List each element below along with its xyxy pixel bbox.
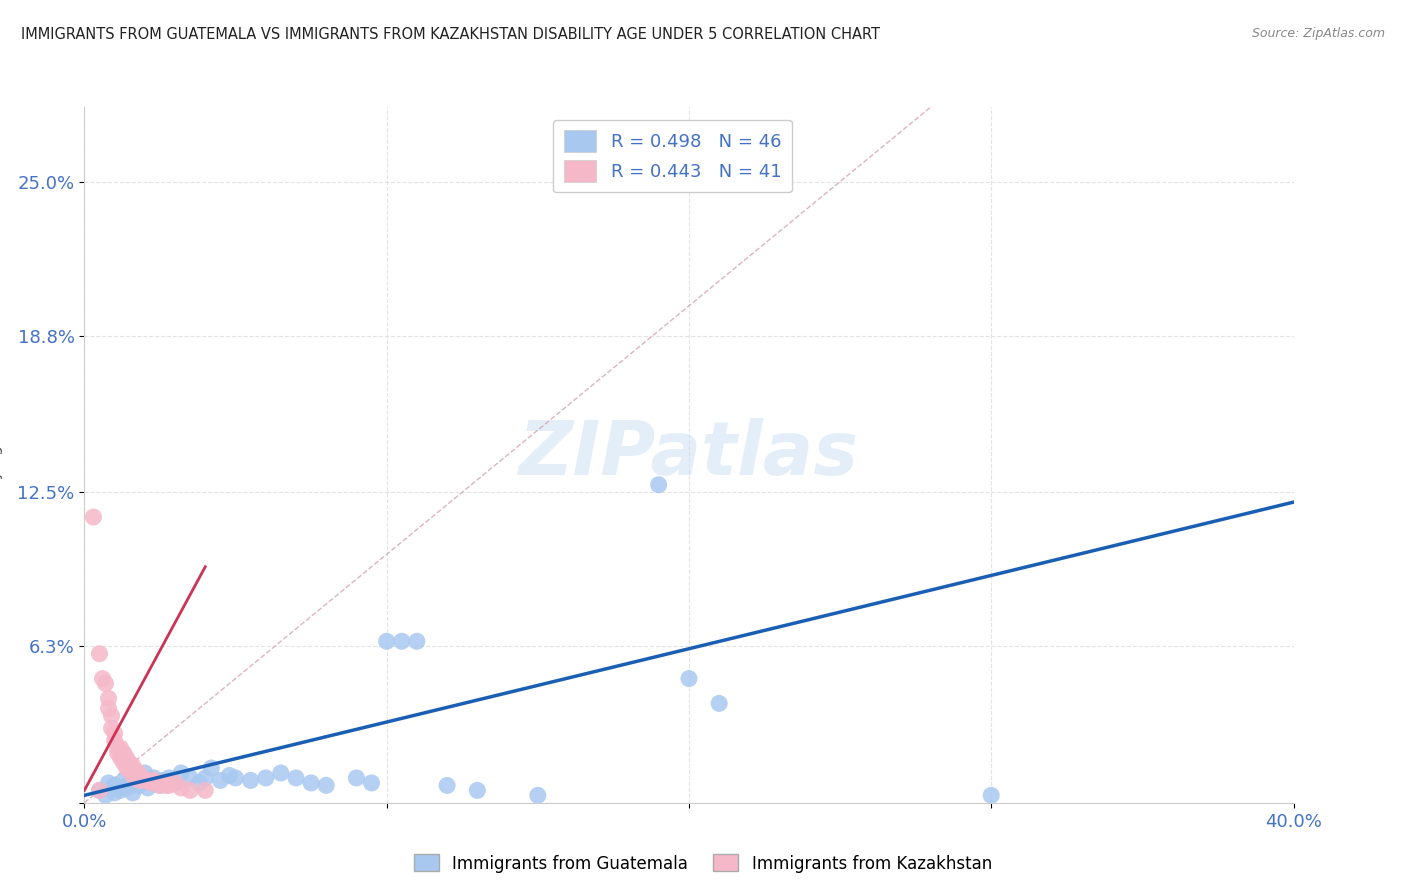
- Point: [299, 776, 322, 790]
- Point: [391, 634, 413, 648]
- Point: [152, 773, 174, 788]
- Point: [97, 776, 120, 790]
- Point: [146, 776, 169, 790]
- Point: [678, 672, 700, 686]
- Point: [112, 746, 135, 760]
- Point: [107, 741, 129, 756]
- Point: [125, 771, 148, 785]
- Point: [375, 634, 398, 648]
- Point: [128, 773, 150, 788]
- Point: [709, 697, 731, 711]
- Point: [125, 764, 148, 778]
- Point: [104, 778, 127, 793]
- Point: [136, 773, 159, 788]
- Point: [315, 778, 337, 793]
- Point: [155, 778, 177, 793]
- Point: [89, 783, 111, 797]
- Point: [179, 783, 201, 797]
- Point: [200, 761, 222, 775]
- Point: [346, 771, 368, 785]
- Point: [112, 756, 135, 770]
- Point: [163, 776, 186, 790]
- Point: [136, 780, 159, 795]
- Point: [97, 691, 120, 706]
- Point: [104, 726, 127, 740]
- Point: [94, 676, 117, 690]
- Point: [91, 672, 114, 686]
- Point: [128, 766, 150, 780]
- Point: [139, 776, 162, 790]
- Point: [121, 786, 143, 800]
- Point: [118, 776, 141, 790]
- Y-axis label: Disability Age Under 5: Disability Age Under 5: [0, 369, 3, 541]
- Point: [647, 477, 671, 491]
- Text: Source: ZipAtlas.com: Source: ZipAtlas.com: [1251, 27, 1385, 40]
- Point: [152, 776, 174, 790]
- Text: IMMIGRANTS FROM GUATEMALA VS IMMIGRANTS FROM KAZAKHSTAN DISABILITY AGE UNDER 5 C: IMMIGRANTS FROM GUATEMALA VS IMMIGRANTS …: [21, 27, 880, 42]
- Point: [115, 780, 138, 795]
- Point: [112, 773, 135, 788]
- Point: [270, 766, 292, 780]
- Point: [118, 764, 141, 778]
- Point: [89, 783, 111, 797]
- Point: [134, 766, 156, 780]
- Point: [118, 756, 141, 770]
- Point: [110, 741, 132, 756]
- Point: [104, 786, 127, 800]
- Point: [139, 776, 162, 790]
- Point: [157, 778, 180, 793]
- Point: [142, 771, 165, 785]
- Point: [284, 771, 308, 785]
- Point: [170, 780, 193, 795]
- Point: [142, 773, 165, 788]
- Text: ZIPatlas: ZIPatlas: [519, 418, 859, 491]
- Point: [163, 776, 186, 790]
- Point: [107, 746, 129, 760]
- Point: [225, 771, 247, 785]
- Point: [157, 771, 180, 785]
- Point: [121, 758, 143, 772]
- Legend: Immigrants from Guatemala, Immigrants from Kazakhstan: Immigrants from Guatemala, Immigrants fr…: [408, 847, 998, 880]
- Point: [188, 776, 211, 790]
- Point: [125, 771, 148, 785]
- Point: [134, 773, 156, 788]
- Point: [467, 783, 489, 797]
- Point: [194, 771, 217, 785]
- Point: [94, 789, 117, 803]
- Point: [526, 789, 548, 803]
- Point: [89, 647, 111, 661]
- Point: [179, 771, 201, 785]
- Point: [115, 751, 138, 765]
- Legend: R = 0.498   N = 46, R = 0.443   N = 41: R = 0.498 N = 46, R = 0.443 N = 41: [553, 120, 792, 193]
- Point: [115, 761, 138, 775]
- Point: [131, 771, 153, 785]
- Point: [360, 776, 382, 790]
- Point: [100, 708, 122, 723]
- Point: [110, 751, 132, 765]
- Point: [239, 773, 262, 788]
- Point: [406, 634, 429, 648]
- Point: [110, 783, 132, 797]
- Point: [149, 778, 172, 793]
- Point: [149, 778, 172, 793]
- Point: [194, 783, 217, 797]
- Point: [128, 778, 150, 793]
- Point: [436, 778, 458, 793]
- Point: [121, 768, 143, 782]
- Point: [254, 771, 277, 785]
- Point: [170, 766, 193, 780]
- Point: [104, 733, 127, 747]
- Point: [100, 721, 122, 735]
- Point: [980, 789, 1002, 803]
- Point: [82, 510, 104, 524]
- Point: [209, 773, 232, 788]
- Point: [97, 701, 120, 715]
- Point: [218, 768, 240, 782]
